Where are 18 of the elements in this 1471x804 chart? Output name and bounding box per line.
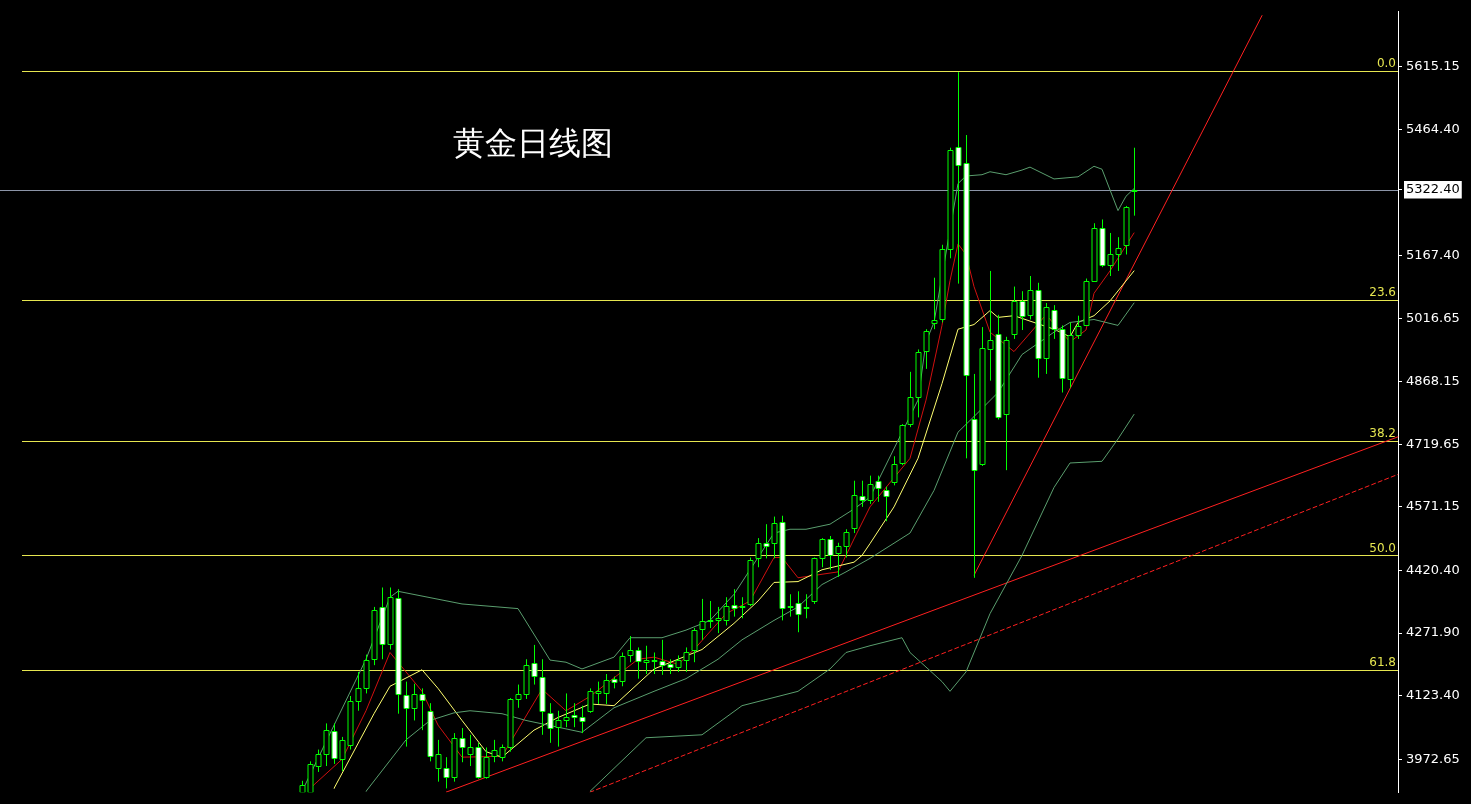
y-tick-label: 5464.40	[1406, 121, 1460, 137]
y-tick-label: 4420.40	[1406, 561, 1460, 577]
annotation: 0.0	[1376, 56, 1396, 71]
y-tick-label: 5016.65	[1406, 310, 1460, 326]
y-tick-label: 4123.40	[1406, 687, 1460, 703]
y-tick-label: 4719.65	[1406, 435, 1460, 451]
annotation: 61.8	[1369, 654, 1396, 669]
annotation: 38.2	[1369, 426, 1396, 441]
y-tick-label: 4271.90	[1406, 624, 1460, 640]
y-tick-label: 3972.65	[1406, 750, 1460, 766]
y-tick-label: 5615.15	[1406, 57, 1460, 73]
y-tick-label: 5167.40	[1406, 246, 1460, 262]
y-tick-label: 4868.15	[1406, 372, 1460, 388]
text: 黄金日线图	[453, 124, 613, 163]
annotation: 50.0	[1369, 540, 1396, 555]
annotation: 23.6	[1369, 284, 1396, 299]
y-tick-label: 4571.15	[1406, 498, 1460, 514]
y-tick-label: 5322.40	[1406, 181, 1460, 197]
